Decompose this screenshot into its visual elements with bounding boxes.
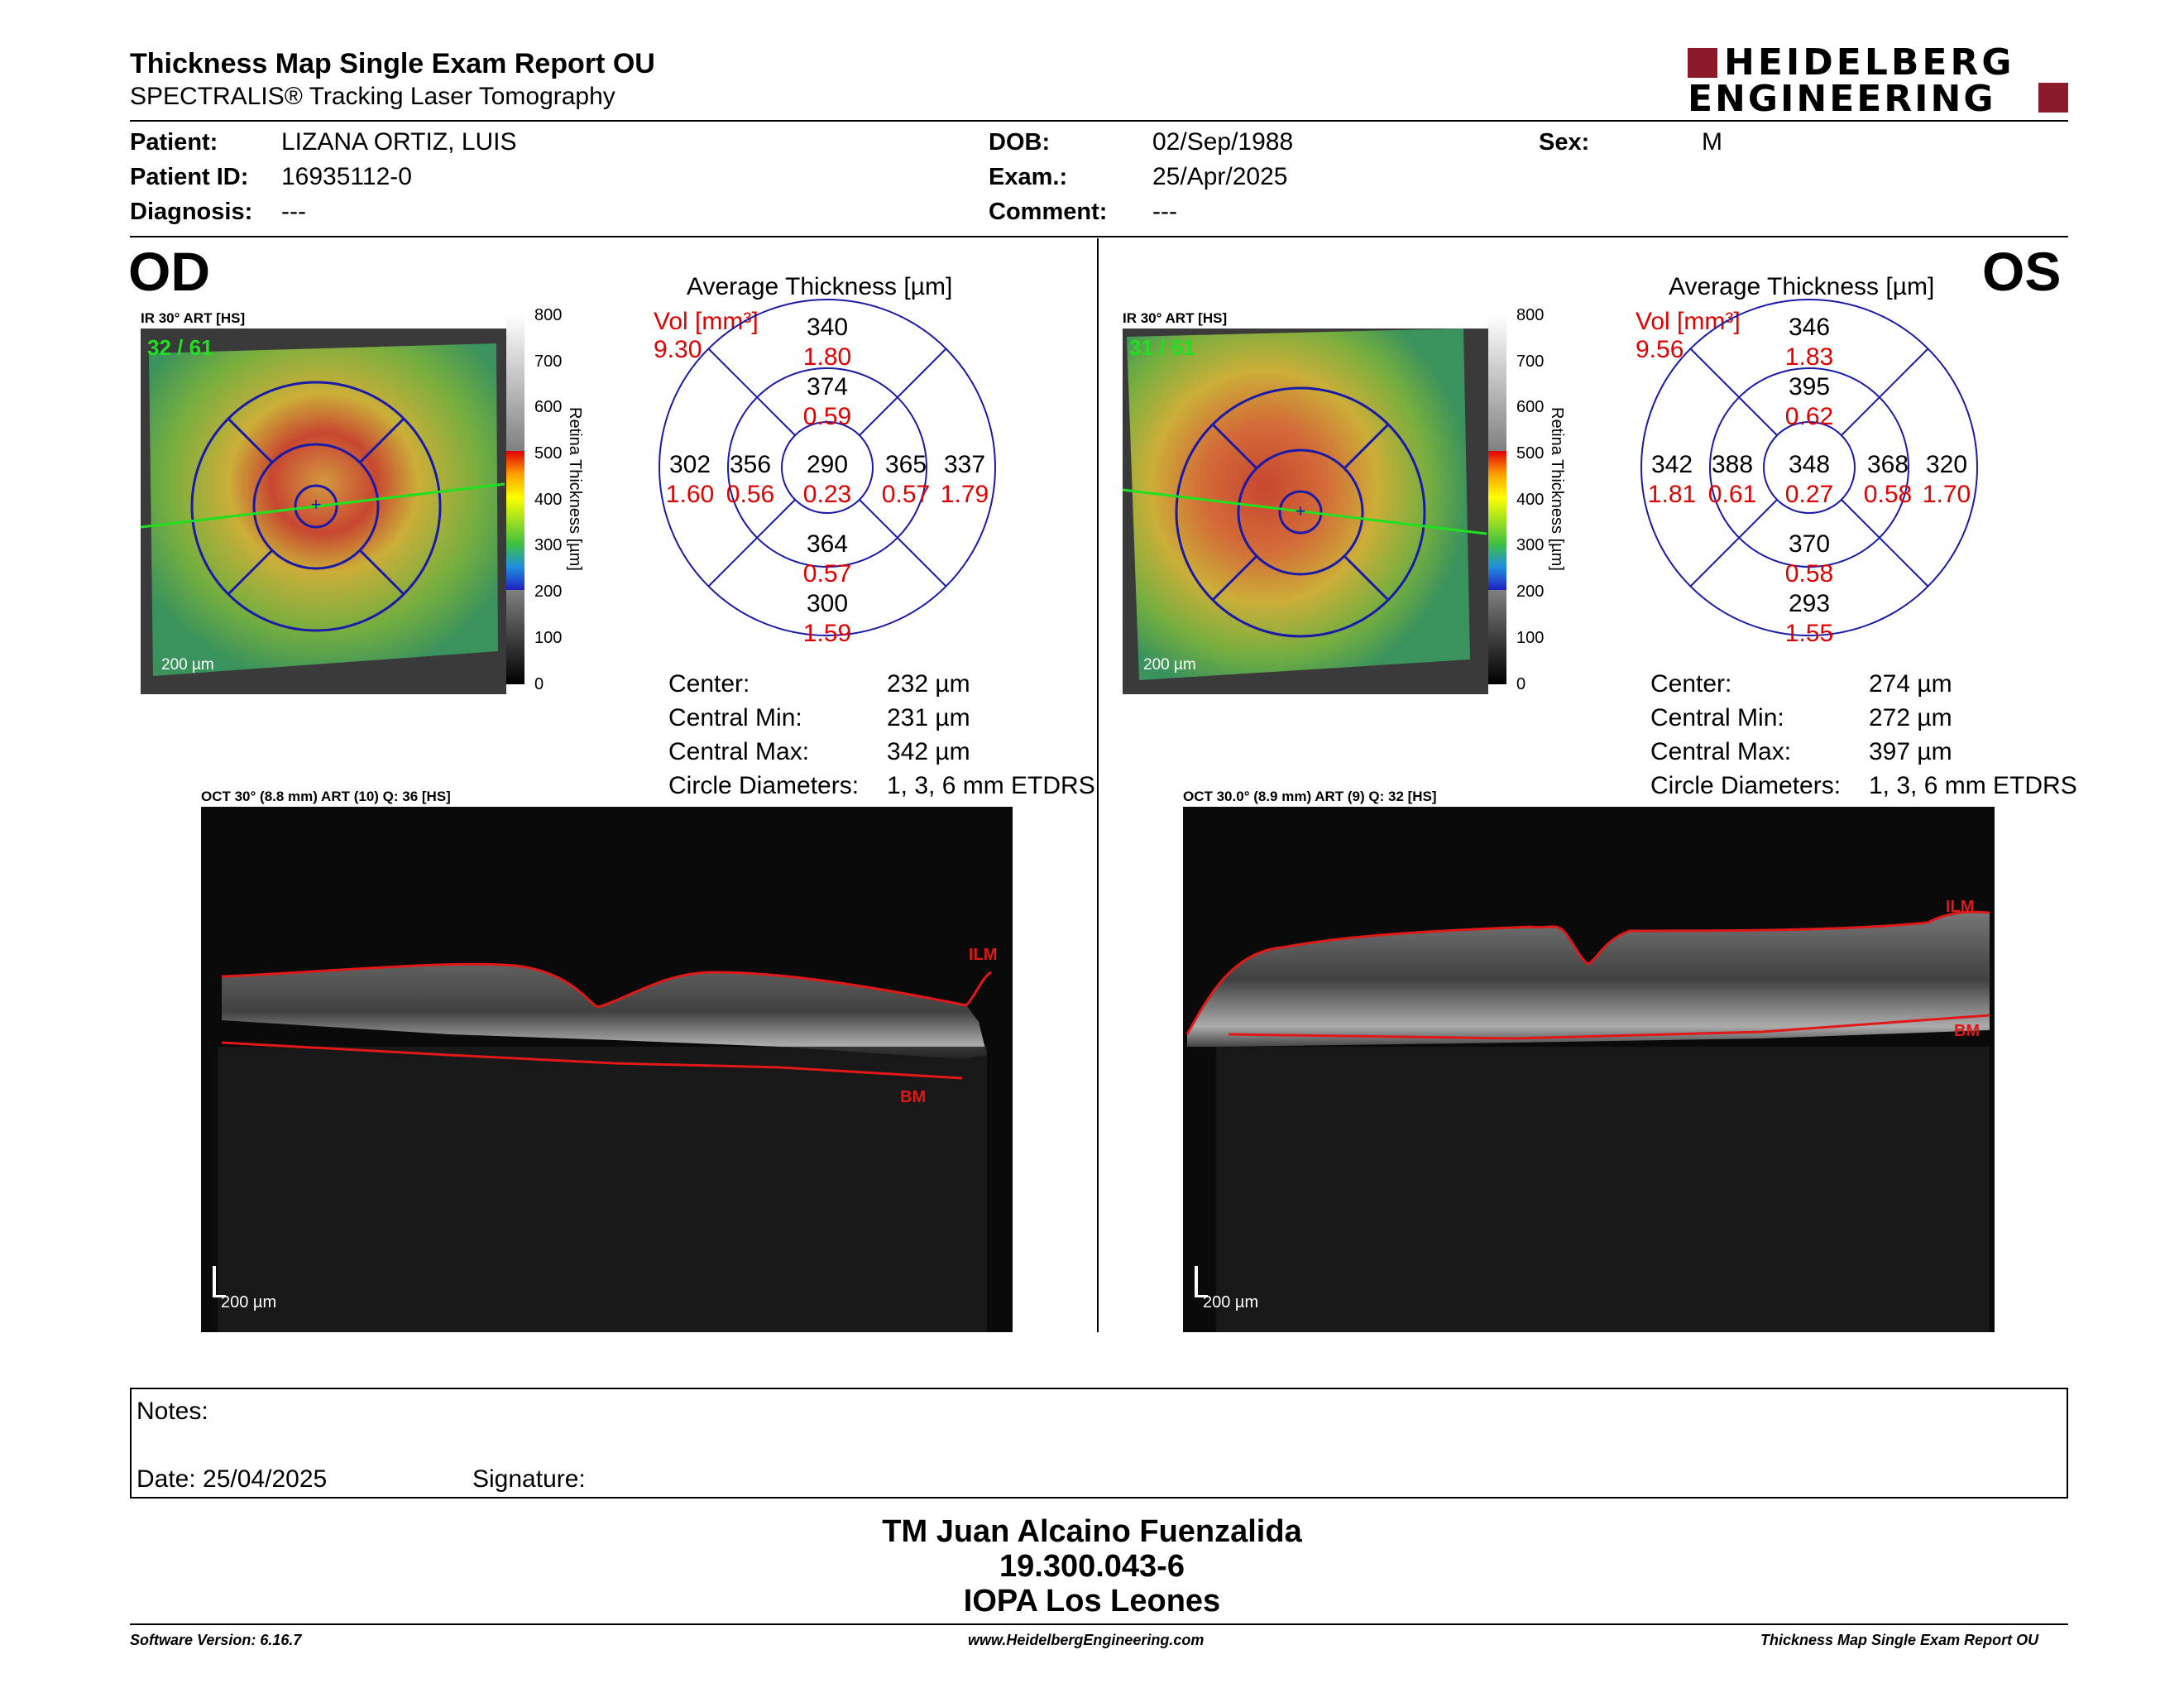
- os-cmax-label: Central Max:: [1650, 738, 1792, 765]
- os-avg-title: Average Thickness [µm]: [1669, 273, 1935, 300]
- notes-box[interactable]: Notes: Date: 25/04/2025 Signature:: [130, 1388, 2068, 1499]
- os-ir-caption: IR 30° ART [HS]: [1123, 310, 1228, 326]
- notes-label: Notes:: [136, 1398, 208, 1425]
- signer-id: 19.300.043-6: [999, 1549, 1185, 1584]
- report-subtitle: SPECTRALIS® Tracking Laser Tomography: [130, 83, 615, 110]
- od-bm-label: BM: [900, 1088, 927, 1106]
- os-oct-caption: OCT 30.0° (8.9 mm) ART (9) Q: 32 [HS]: [1183, 789, 1437, 804]
- od-oct-scan: ILM BM 200 µm: [201, 807, 1013, 1332]
- os-center-label: Center:: [1650, 670, 1732, 698]
- os-colorbar: [1488, 314, 1506, 684]
- patient-id: 16935112-0: [281, 163, 412, 190]
- od-colorbar: [506, 314, 524, 684]
- footer-website[interactable]: www.HeidelbergEngineering.com: [968, 1632, 1205, 1648]
- od-colorbar-title: Retina Thickness [µm]: [566, 407, 584, 571]
- od-oct-scale: 200 µm: [221, 1293, 277, 1312]
- od-avg-title: Average Thickness [µm]: [687, 273, 953, 300]
- exam-label: Exam.:: [989, 164, 1068, 190]
- os-colorbar-title: Retina Thickness [µm]: [1548, 407, 1566, 571]
- os-center-value: 274 µm: [1869, 670, 1952, 698]
- os-vol-label: Vol [mm³]: [1636, 308, 1741, 335]
- comment-value: ---: [1152, 198, 1177, 225]
- dob-value: 02/Sep/1988: [1152, 128, 1294, 156]
- report-title: Thickness Map Single Exam Report OU: [130, 48, 655, 79]
- sex-value: M: [1702, 128, 1722, 156]
- signer-name: TM Juan Alcaino Fuenzalida: [882, 1514, 1302, 1549]
- os-colorbar-ticks: 800 700 600 500 400 300 200 100 0: [1516, 306, 1545, 693]
- exam-value: 25/Apr/2025: [1152, 163, 1288, 190]
- svg-text:+: +: [311, 494, 322, 515]
- patient-id-label: Patient ID:: [130, 164, 249, 190]
- od-vol-value: 9.30: [654, 336, 702, 363]
- od-circ-label: Circle Diameters:: [668, 772, 860, 799]
- od-circ-value: 1, 3, 6 mm ETDRS: [887, 772, 1095, 799]
- od-fundus-scale: 200 µm: [161, 656, 214, 674]
- od-center-label: Center:: [668, 670, 750, 698]
- diagnosis-label: Diagnosis:: [130, 199, 253, 225]
- os-circ-label: Circle Diameters:: [1650, 772, 1842, 799]
- os-ilm-label: ILM: [1946, 898, 1975, 916]
- os-frames: 31 / 61: [1129, 335, 1195, 360]
- svg-text:+: +: [1296, 501, 1306, 521]
- od-cmax-value: 342 µm: [887, 738, 970, 765]
- od-vol-label: Vol [mm³]: [654, 308, 759, 335]
- os-fundus-scale: 200 µm: [1143, 656, 1196, 674]
- os-oct-scale: 200 µm: [1203, 1293, 1259, 1312]
- eye-label-os: OS: [1982, 241, 2062, 302]
- os-cmin-value: 272 µm: [1869, 704, 1952, 731]
- notes-signature: Signature:: [472, 1465, 586, 1493]
- footer-report-name: Thickness Map Single Exam Report OU: [1760, 1632, 2039, 1648]
- patient-label: Patient:: [130, 129, 218, 156]
- eye-label-od: OD: [128, 241, 210, 302]
- os-vol-value: 9.56: [1636, 336, 1684, 363]
- signer-clinic: IOPA Los Leones: [963, 1584, 1221, 1618]
- notes-date: Date: 25/04/2025: [136, 1465, 328, 1493]
- os-oct-scan: ILM BM 200 µm: [1183, 807, 1995, 1332]
- os-bm-label: BM: [1954, 1022, 1980, 1040]
- comment-label: Comment:: [989, 199, 1108, 225]
- od-ilm-label: ILM: [969, 946, 998, 964]
- os-cmin-label: Central Min:: [1650, 704, 1784, 731]
- os-fundus-image: + 31 / 61 200 µm: [1123, 328, 1488, 694]
- footer-version: Software Version: 6.16.7: [130, 1632, 302, 1648]
- dob-label: DOB:: [989, 129, 1051, 156]
- os-etdrs-grid: [1640, 299, 1978, 636]
- patient-name: LIZANA ORTIZ, LUIS: [281, 128, 517, 156]
- od-cmin-value: 231 µm: [887, 704, 970, 731]
- od-frames: 32 / 61: [147, 335, 213, 360]
- od-fundus-image: + 32 / 61 200 µm: [141, 328, 506, 694]
- od-ir-caption: IR 30° ART [HS]: [141, 310, 246, 326]
- od-center-value: 232 µm: [887, 670, 970, 698]
- diagnosis-value: ---: [281, 198, 306, 225]
- od-cmin-label: Central Min:: [668, 704, 802, 731]
- os-circ-value: 1, 3, 6 mm ETDRS: [1869, 772, 2077, 799]
- od-colorbar-ticks: 800 700 600 500 400 300 200 100 0: [534, 306, 563, 693]
- od-etdrs-grid: [659, 299, 996, 636]
- od-cmax-label: Central Max:: [668, 738, 810, 765]
- od-oct-caption: OCT 30° (8.8 mm) ART (10) Q: 36 [HS]: [201, 789, 451, 804]
- os-cmax-value: 397 µm: [1869, 738, 1952, 765]
- sex-label: Sex:: [1539, 129, 1590, 156]
- heidelberg-logo: HEIDELBERG ENGINEERING: [1688, 41, 2068, 120]
